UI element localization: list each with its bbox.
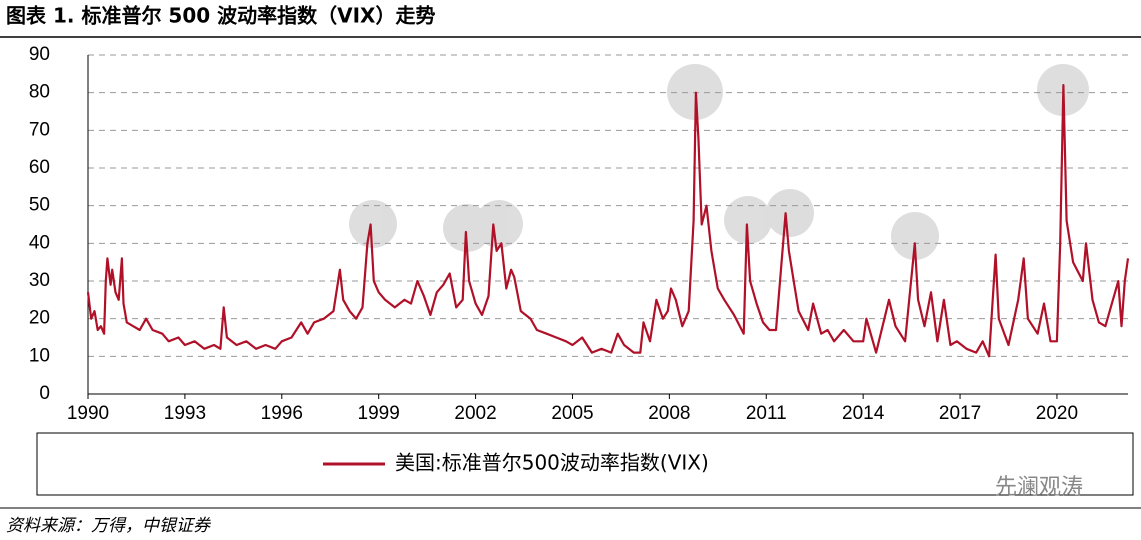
x-tick-label: 2002 <box>454 403 496 424</box>
x-tick-label: 2017 <box>939 403 981 424</box>
source: 资料来源：万得，中银证券 <box>6 516 212 536</box>
highlight <box>891 212 939 260</box>
x-tick-label: 1990 <box>67 403 109 424</box>
y-tick-label: 10 <box>29 345 50 366</box>
x-tick-label: 1996 <box>261 403 303 424</box>
y-tick-label: 90 <box>29 44 50 65</box>
x-tick-label: 2020 <box>1036 403 1078 424</box>
highlight <box>475 200 523 248</box>
y-tick-label: 80 <box>29 82 50 103</box>
x-tick-label: 1999 <box>358 403 400 424</box>
highlight <box>766 189 814 237</box>
y-tick-label: 30 <box>29 270 50 291</box>
highlight <box>667 64 723 120</box>
x-tick-label: 1993 <box>164 403 206 424</box>
x-tick-label: 2014 <box>842 403 885 424</box>
x-tick-label: 2008 <box>648 403 690 424</box>
watermark: 先澜观涛 <box>995 475 1083 500</box>
y-tick-label: 0 <box>39 383 50 404</box>
y-tick-label: 60 <box>29 157 50 178</box>
y-tick-label: 70 <box>29 119 50 140</box>
legend-label: 美国:标准普尔500波动率指数(VIX) <box>395 451 709 475</box>
x-tick-label: 2011 <box>746 403 787 424</box>
series-line <box>86 83 1130 358</box>
y-tick-label: 50 <box>29 195 50 216</box>
highlights <box>349 64 1089 260</box>
highlight <box>724 196 772 244</box>
highlight <box>349 200 397 248</box>
x-tick-label: 2005 <box>551 403 593 424</box>
legend-box <box>36 432 1134 496</box>
y-tick-label: 20 <box>29 308 50 329</box>
chart-title: 图表 1. 标准普尔 500 波动率指数（VIX）走势 <box>6 4 435 28</box>
y-tick-label: 40 <box>29 232 50 253</box>
